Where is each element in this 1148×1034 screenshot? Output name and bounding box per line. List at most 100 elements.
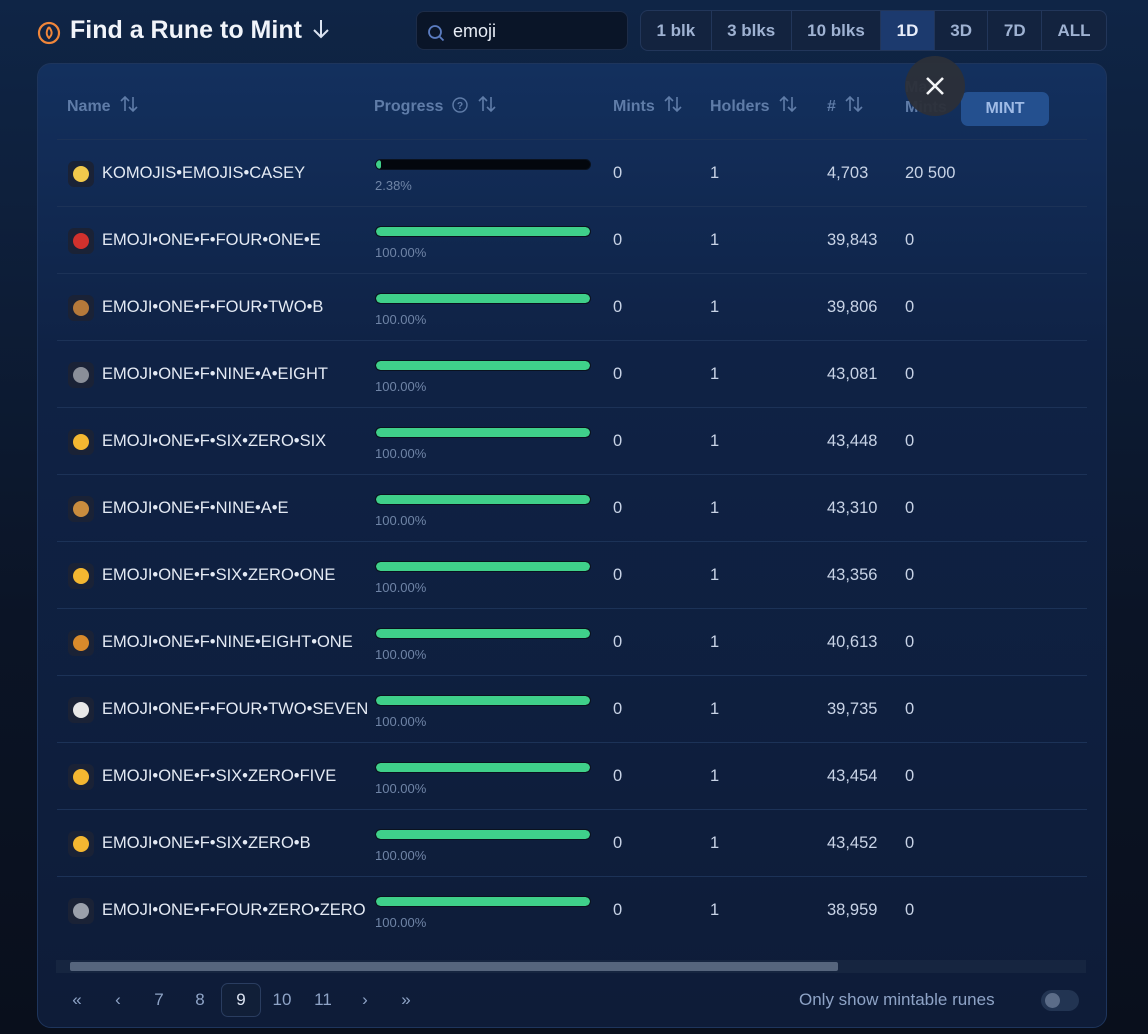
page-number[interactable]: 7	[154, 990, 164, 1009]
mints: 0	[613, 699, 623, 718]
column-header[interactable]: Name	[67, 94, 139, 117]
rune-name[interactable]: EMOJI•ONE•F•FOUR•ONE•E	[102, 231, 321, 249]
table-row: EMOJI•ONE•F•SIX•ZERO•FIVE 100.00% 0 1 43,454…	[57, 742, 1087, 809]
holders: 1	[710, 900, 720, 919]
rune-name[interactable]: EMOJI•ONE•F•FOUR•ZERO•ZERO	[102, 901, 366, 919]
mints: 0	[613, 364, 623, 383]
rune-icon	[68, 361, 94, 388]
rune-icon	[68, 629, 94, 656]
progress-track	[375, 627, 591, 639]
rune-name[interactable]: EMOJI•ONE•F•FOUR•TWO•SEVEN	[102, 700, 369, 718]
icon-glyph	[73, 835, 89, 852]
filter-tab[interactable]: 10 blks	[792, 11, 882, 50]
last-page[interactable]: »	[401, 990, 411, 1009]
column-header[interactable]: Progress?	[374, 94, 497, 117]
number: 43,448	[827, 431, 878, 450]
progress-label: 100.00%	[375, 780, 427, 796]
toggle-switch[interactable]	[1041, 990, 1079, 1011]
progress-label: 100.00%	[375, 311, 427, 327]
progress-track	[375, 292, 591, 304]
progress-label: 100.00%	[375, 646, 427, 662]
header-text: Progress	[374, 98, 444, 115]
max-mints: 0	[905, 565, 915, 584]
table-row: EMOJI•ONE•F•FOUR•TWO•B 100.00% 0 1 39,806 0	[57, 273, 1087, 340]
progress-track	[375, 158, 591, 170]
number: 39,843	[827, 230, 878, 249]
rune-name[interactable]: EMOJI•ONE•F•SIX•ZERO•ONE	[102, 566, 336, 584]
rune-name[interactable]: EMOJI•ONE•F•NINE•A•EIGHT	[102, 365, 328, 383]
mints: 0	[613, 163, 623, 182]
search-box[interactable]: emoji	[416, 11, 628, 50]
rune-name[interactable]: EMOJI•ONE•F•NINE•EIGHT•ONE	[102, 633, 353, 651]
mint-button[interactable]: MINT	[961, 92, 1049, 126]
page-number[interactable]: 11	[314, 990, 332, 1009]
column-header[interactable]: Mints	[613, 94, 683, 117]
rune-icon	[68, 160, 94, 187]
progress-fill	[376, 628, 590, 638]
help-icon: ?	[452, 97, 469, 113]
progress-fill	[376, 159, 382, 169]
icon-glyph	[73, 567, 89, 584]
filter-tab[interactable]: 3D	[935, 11, 989, 50]
progress-label: 100.00%	[375, 244, 427, 260]
number: 43,454	[827, 766, 878, 785]
progress-fill	[376, 360, 590, 370]
time-filters: 1 blk 3 blks 10 blks 1D 3D 7D ALL	[640, 10, 1107, 51]
sort-icon[interactable]	[770, 95, 798, 115]
holders: 1	[710, 163, 720, 182]
rune-name[interactable]: EMOJI•ONE•F•NINE•A•E	[102, 499, 289, 517]
icon-glyph	[73, 701, 89, 718]
column-header[interactable]: Holders	[710, 94, 798, 117]
close-button[interactable]	[905, 56, 965, 116]
sort-icon[interactable]	[111, 95, 139, 115]
table-row: EMOJI•ONE•F•FOUR•ZERO•ZERO 100.00% 0 1 38,95…	[57, 876, 1087, 943]
icon-glyph	[73, 768, 89, 785]
sort-icon[interactable]	[836, 95, 864, 115]
rune-name[interactable]: EMOJI•ONE•F•SIX•ZERO•FIVE	[102, 767, 337, 785]
toggle-label: Only show mintable runes	[799, 990, 995, 1009]
column-header[interactable]: #	[827, 94, 864, 117]
page-number[interactable]: 10	[272, 990, 292, 1009]
filter-tab[interactable]: 7D	[988, 11, 1043, 50]
progress-track	[375, 426, 591, 438]
progress-fill	[376, 293, 590, 303]
table-row: EMOJI•ONE•F•SIX•ZERO•SIX 100.00% 0 1 43,448 0	[57, 407, 1087, 474]
page-number[interactable]: 9	[221, 983, 261, 1017]
search-text: emoji	[453, 21, 497, 41]
page-number[interactable]: 8	[195, 990, 205, 1009]
first-page[interactable]: «	[72, 990, 82, 1009]
header-text: Mints	[613, 98, 655, 115]
holders: 1	[710, 833, 720, 852]
rune-name[interactable]: EMOJI•ONE•F•FOUR•TWO•B	[102, 298, 324, 316]
filter-tab[interactable]: 1D	[881, 11, 935, 50]
icon-glyph	[73, 500, 89, 517]
sort-icon[interactable]	[469, 95, 497, 115]
number: 43,310	[827, 498, 878, 517]
rune-name[interactable]: EMOJI•ONE•F•SIX•ZERO•SIX	[102, 432, 327, 450]
filter-tab[interactable]: 3 blks	[712, 11, 792, 50]
sort-icon[interactable]	[655, 95, 683, 115]
number: 39,735	[827, 699, 878, 718]
progress-label: 100.00%	[375, 847, 427, 863]
title-text: Find a Rune to Mint	[70, 16, 302, 44]
progress-fill	[376, 561, 590, 571]
icon-glyph	[73, 902, 89, 919]
scroll-thumb[interactable]	[70, 962, 838, 971]
rune-name[interactable]: EMOJI•ONE•F•SIX•ZERO•B	[102, 834, 311, 852]
rune-name[interactable]: KOMOJIS•EMOJIS•CASEY	[102, 164, 306, 182]
filter-tab[interactable]: 1 blk	[641, 11, 712, 50]
header-text: Holders	[710, 98, 770, 115]
search-icon	[428, 25, 445, 42]
prev-page[interactable]: ‹	[115, 990, 121, 1009]
rune-icon	[68, 495, 94, 522]
next-page[interactable]: ›	[362, 990, 368, 1009]
max-mints: 0	[905, 900, 915, 919]
progress-label: 100.00%	[375, 512, 427, 528]
number: 40,613	[827, 632, 878, 651]
progress-fill	[376, 896, 590, 906]
progress-track	[375, 895, 591, 907]
table-row: EMOJI•ONE•F•NINE•A•EIGHT 100.00% 0 1 43,081 0	[57, 340, 1087, 407]
icon-glyph	[73, 299, 89, 316]
filter-tab[interactable]: ALL	[1057, 20, 1091, 40]
